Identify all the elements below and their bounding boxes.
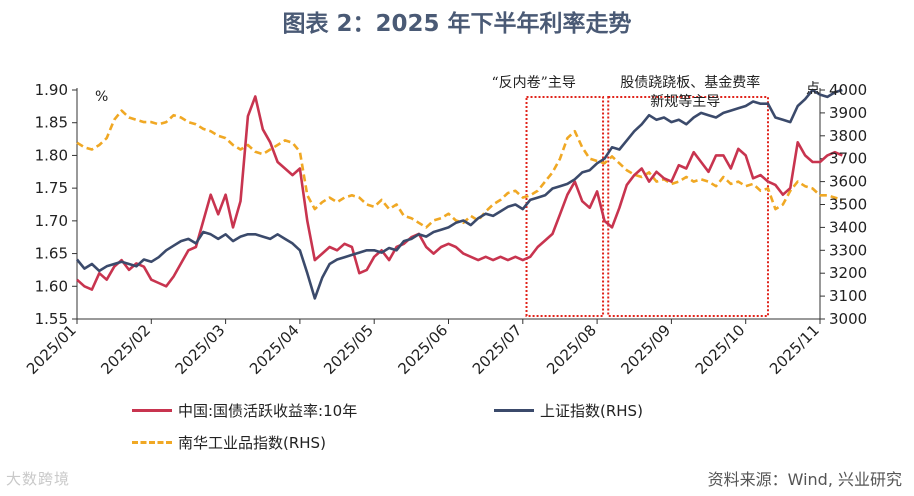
right-tick-label: 3400: [829, 218, 867, 236]
annotation-label-anti-involution: “反内卷”主导: [492, 75, 576, 91]
left-tick-label: 1.60: [35, 277, 68, 295]
right-tick-label: 3200: [829, 264, 867, 282]
annotation-box-stock-bond-seesaw: [607, 96, 769, 317]
x-tick-label: 2025/09: [617, 321, 674, 378]
x-tick-label: 2025/01: [23, 321, 80, 378]
x-tick-label: 2025/06: [395, 321, 452, 378]
legend-swatch-nanhua: [132, 441, 172, 444]
left-tick-label: 1.80: [35, 146, 68, 164]
tick-labels: 1.55 1.60 1.65 1.70 1.75 1.80 1.85 1.90 % 3000 310…: [23, 74, 867, 378]
series-line-bond-yield: [76, 95, 843, 291]
left-tick-label: 1.75: [35, 179, 68, 197]
x-tick-label: 2025/05: [320, 321, 377, 378]
legend-label-sse: 上证指数(RHS): [540, 402, 643, 420]
x-tick-label: 2025/08: [543, 321, 600, 378]
series-line-sse-index: [75, 88, 843, 300]
right-tick-label: 3900: [829, 104, 867, 122]
left-tick-label: 1.55: [35, 310, 68, 328]
right-tick-label: 4000: [829, 81, 867, 99]
right-axis-unit: 点: [806, 81, 820, 97]
watermark-logo: 大数跨境: [6, 470, 71, 488]
left-tick-label: 1.85: [35, 114, 68, 132]
left-tick-label: 1.65: [35, 245, 68, 263]
x-tick-label: 2025/11: [766, 321, 823, 378]
source-note: 资料来源：Wind, 兴业研究: [707, 470, 902, 489]
right-tick-label: 3800: [829, 127, 867, 145]
left-axis-unit: %: [95, 89, 108, 105]
annotation-label-seesaw-line2: 新规等主导: [650, 93, 720, 110]
legend-label-nanhua: 南华工业品指数(RHS): [178, 434, 326, 452]
legend-swatch-bond: [132, 409, 172, 412]
series-line-nanhua-index: [76, 109, 843, 229]
legend-label-bond: 中国:国债活跃收益率:10年: [178, 402, 358, 420]
x-tick-label: 2025/03: [172, 321, 229, 378]
left-tick-label: 1.70: [35, 212, 68, 230]
legend-swatch-sse: [494, 409, 534, 412]
annotation-label-seesaw-line1: 股债跷跷板、基金费率: [620, 74, 760, 91]
right-tick-label: 3000: [829, 310, 867, 328]
chart-title: 图表 2：2025 年下半年利率走势: [282, 11, 632, 37]
x-tick-label: 2025/07: [469, 321, 526, 378]
right-tick-label: 3100: [829, 287, 867, 305]
x-tick-label: 2025/02: [97, 321, 154, 378]
right-tick-label: 3600: [829, 173, 867, 191]
x-tick-label: 2025/10: [692, 321, 749, 378]
axes-layer: [72, 88, 825, 324]
series-layer: [75, 88, 843, 300]
right-tick-label: 3300: [829, 241, 867, 259]
right-tick-label: 3700: [829, 150, 867, 168]
left-tick-label: 1.90: [35, 81, 68, 99]
x-tick-label: 2025/04: [246, 321, 303, 378]
right-tick-label: 3500: [829, 196, 867, 214]
